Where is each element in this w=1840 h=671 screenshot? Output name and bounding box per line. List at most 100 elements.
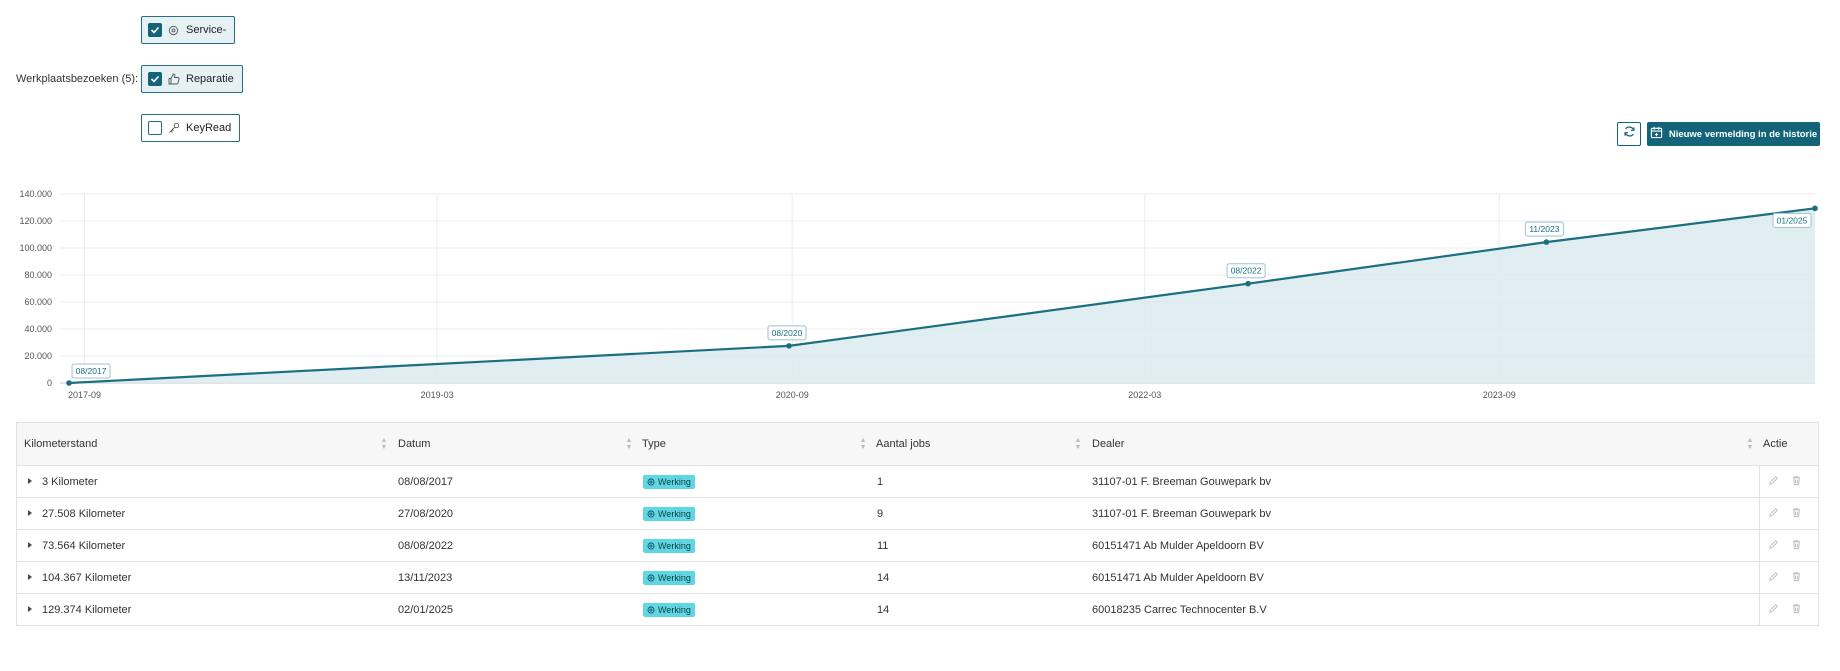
y-tick-label: 60.000 [24,297,52,307]
cell-type: Werking [643,498,695,529]
delete-icon[interactable] [1791,603,1802,617]
history-table: Kilometerstand ▲ ▼ Datum ▲ ▼ Type ▲ ▼ Aanta… [16,422,1819,626]
data-point [1245,280,1251,287]
point-date-label: 08/2020 [772,328,803,338]
x-tick-label: 2023-09 [1483,390,1516,400]
cell-aantal-jobs: 9 [877,507,884,520]
filter-chip-label: Service- [186,24,227,36]
filter-chip-keyread[interactable]: KeyRead [141,114,241,142]
point-label-box [1226,263,1266,279]
table-row[interactable]: 104.367 Kilometer 13/11/2023 Werking 14 6015… [17,562,1818,594]
column-header-datum[interactable]: Datum [398,438,431,450]
type-badge: Werking [643,538,695,553]
cell-type: Werking [643,562,695,593]
new-history-entry-label: Nieuwe vermelding in de historie [1668,128,1818,140]
filter-chip-service[interactable]: Service- [141,16,236,44]
cell-dealer: 60151471 Ab Mulder Apeldoorn BV [1092,539,1264,552]
point-date-label: 11/2023 [1529,224,1559,234]
point-label-box [767,325,807,341]
type-badge: Werking [643,506,695,521]
new-history-entry-button[interactable]: Nieuwe vermelding in de historie [1647,122,1820,146]
point-date-label: 01/2025 [1777,215,1808,225]
data-point [1543,239,1550,245]
chart-area-fill [69,208,1815,383]
column-header-aantal-jobs[interactable]: Aantal jobs [876,438,931,450]
cell-dealer: 60018235 Carrec Technocenter B.V [1092,603,1267,616]
expand-caret-icon[interactable] [28,606,32,612]
table-row[interactable]: 73.564 Kilometer 08/08/2022 Werking 11 60151… [17,530,1818,562]
action-cell [1759,466,1820,497]
cell-datum: 02/01/2025 [398,603,454,616]
row-actions [1768,571,1802,585]
cell-kilometerstand: 129.374 Kilometer [42,603,132,616]
y-tick-label: 20.000 [24,351,52,361]
gear-icon [647,542,655,549]
point-date-label: 08/2022 [1231,266,1262,276]
sort-icon[interactable]: ▲ ▼ [625,437,633,451]
thumbs-up-icon [168,73,180,85]
column-header-dealer[interactable]: Dealer [1092,438,1125,450]
cell-kilometerstand: 27.508 Kilometer [42,507,126,520]
checkbox-keyread[interactable] [148,121,162,135]
filter-chip-label: KeyRead [186,122,232,134]
x-tick-label: 2019-03 [421,390,454,400]
cell-datum: 27/08/2020 [398,507,454,520]
type-badge: Werking [643,474,695,489]
type-badge: Werking [643,570,695,585]
table-row[interactable]: 129.374 Kilometer 02/01/2025 Werking 14 6001… [17,594,1818,625]
column-header-type[interactable]: Type [642,438,666,450]
gear-icon [647,510,655,517]
y-tick-label: 120.000 [19,216,52,226]
checkbox-service[interactable] [148,23,162,37]
delete-icon[interactable] [1791,475,1802,489]
edit-icon[interactable] [1768,507,1779,521]
table-header: Kilometerstand ▲ ▼ Datum ▲ ▼ Type ▲ ▼ Aanta… [17,423,1818,466]
filter-chip-reparatie[interactable]: Reparatie [141,65,243,93]
x-tick-label: 2020-09 [776,390,809,400]
column-header-actie: Actie [1763,438,1788,450]
table-row[interactable]: 27.508 Kilometer 27/08/2020 Werking 9 31107-… [17,498,1818,530]
cell-type: Werking [643,466,695,497]
sort-icon[interactable]: ▲ ▼ [380,437,388,451]
type-badge-label: Werking [658,476,691,487]
refresh-button[interactable] [1617,122,1641,146]
edit-icon[interactable] [1768,475,1779,489]
cell-datum: 08/08/2022 [398,539,454,552]
cell-dealer: 31107-01 F. Breeman Gouwepark bv [1092,507,1271,520]
sort-icon[interactable]: ▲ ▼ [1746,437,1754,451]
point-date-label: 08/2017 [76,366,107,376]
cell-datum: 13/11/2023 [398,571,453,584]
filter-chip-label: Reparatie [186,73,234,85]
expand-caret-icon[interactable] [28,510,32,516]
delete-icon[interactable] [1791,507,1802,521]
type-badge-label: Werking [658,540,691,551]
table-row[interactable]: 3 Kilometer 08/08/2017 Werking 1 31107-01 F.… [17,466,1818,498]
checkbox-reparatie[interactable] [148,72,162,86]
cell-dealer: 31107-01 F. Breeman Gouwepark bv [1092,475,1271,488]
sort-icon[interactable]: ▲ ▼ [859,437,867,451]
edit-icon[interactable] [1768,571,1779,585]
delete-icon[interactable] [1791,571,1802,585]
data-point [66,380,72,386]
column-header-kilometerstand[interactable]: Kilometerstand [24,438,98,450]
cell-kilometerstand: 104.367 Kilometer [42,571,132,584]
expand-caret-icon[interactable] [28,574,32,580]
sort-icon[interactable]: ▲ ▼ [1074,437,1082,451]
gear-icon [647,606,655,613]
cell-aantal-jobs: 11 [877,539,889,552]
action-cell [1759,530,1820,561]
expand-caret-icon[interactable] [28,478,32,484]
expand-caret-icon[interactable] [28,542,32,548]
y-tick-label: 0 [47,378,52,388]
cell-kilometerstand: 73.564 Kilometer [42,539,126,552]
cell-aantal-jobs: 1 [877,475,884,488]
edit-icon[interactable] [1768,539,1779,553]
filter-label: Werkplaatsbezoeken (5): [16,73,139,85]
edit-icon[interactable] [1768,603,1779,617]
delete-icon[interactable] [1791,539,1802,553]
data-point [786,343,792,349]
row-actions [1768,475,1802,489]
gear-icon [647,574,655,581]
y-tick-label: 140.000 [19,189,52,199]
row-actions [1768,603,1802,617]
